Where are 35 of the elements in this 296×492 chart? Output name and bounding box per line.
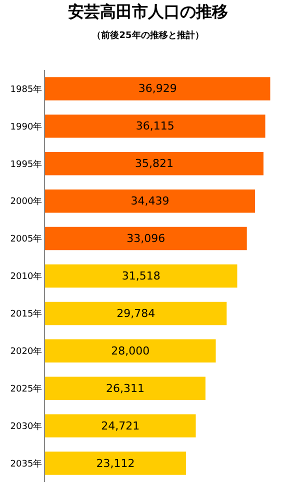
y-tick-label: 2015年	[10, 308, 42, 320]
data-label: 24,721	[101, 419, 140, 432]
bar	[45, 376, 206, 400]
bar	[45, 302, 227, 326]
data-label: 36,115	[136, 120, 174, 133]
y-tick-label: 2020年	[10, 346, 42, 358]
y-tick-label: 2025年	[10, 384, 42, 395]
data-label: 33,096	[126, 232, 166, 246]
y-tick-label: 1985年	[10, 84, 42, 95]
y-tick-label: 1995年	[10, 158, 42, 170]
bar	[45, 189, 256, 213]
data-label: 35,821	[134, 157, 174, 170]
y-tick-label: 2030年	[10, 420, 42, 432]
bar	[45, 226, 247, 250]
bar	[45, 339, 216, 363]
bar	[45, 264, 238, 288]
y-tick-label: 1990年	[10, 121, 42, 132]
data-label: 31,518	[122, 270, 160, 282]
bar	[45, 152, 264, 176]
data-label: 34,439	[130, 194, 170, 208]
data-label: 36,929	[138, 82, 177, 96]
bar	[45, 77, 270, 100]
data-label: 26,311	[106, 382, 144, 395]
data-label: 28,000	[111, 344, 150, 358]
chart-title: 安芸高田市人口の推移	[68, 2, 228, 22]
data-label: 23,112	[96, 456, 135, 470]
y-tick-label: 2000年	[10, 196, 42, 208]
bar	[45, 452, 186, 475]
y-tick-label: 2005年	[10, 234, 42, 245]
bar	[45, 114, 266, 138]
chart-subtitle: （前後25年の推移と推計）	[92, 30, 204, 42]
y-tick-label: 2035年	[10, 458, 42, 470]
data-label: 29,784	[116, 306, 156, 320]
bar	[45, 414, 196, 438]
y-tick-label: 2010年	[10, 271, 42, 282]
